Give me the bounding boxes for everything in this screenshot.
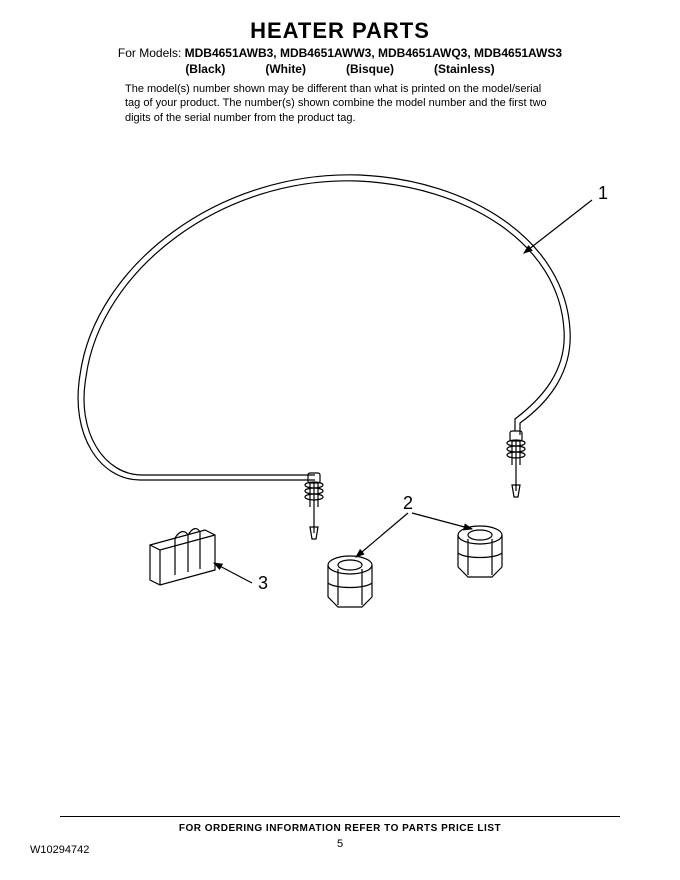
callout-3: 3 <box>258 573 268 594</box>
models-line: For Models: MDB4651AWB3, MDB4651AWW3, MD… <box>0 46 680 60</box>
header-note: The model(s) number shown may be differe… <box>125 82 555 125</box>
heater-bracket-icon <box>150 529 215 585</box>
heater-nut-right-icon <box>458 526 502 577</box>
page: HEATER PARTS For Models: MDB4651AWB3, MD… <box>0 0 680 880</box>
color-bisque: (Bisque) <box>346 62 394 76</box>
footer: FOR ORDERING INFORMATION REFER TO PARTS … <box>0 816 680 850</box>
footer-rule <box>60 816 620 817</box>
colors-row: (Black) (White) (Bisque) (Stainless) <box>0 62 680 76</box>
parts-diagram <box>0 135 680 695</box>
callout-2: 2 <box>403 493 413 514</box>
heater-nut-left-icon <box>328 556 372 607</box>
document-id: W10294742 <box>30 844 89 856</box>
page-title: HEATER PARTS <box>0 18 680 44</box>
footer-text: FOR ORDERING INFORMATION REFER TO PARTS … <box>0 823 680 834</box>
callout-1: 1 <box>598 183 608 204</box>
diagram-area: 1 2 3 <box>0 135 680 695</box>
color-stainless: (Stainless) <box>434 62 495 76</box>
heater-element-icon <box>78 175 570 539</box>
header-block: HEATER PARTS For Models: MDB4651AWB3, MD… <box>0 0 680 125</box>
color-black: (Black) <box>185 62 225 76</box>
models-label: For Models: <box>118 46 185 60</box>
color-white: (White) <box>265 62 306 76</box>
models-list: MDB4651AWB3, MDB4651AWW3, MDB4651AWQ3, M… <box>185 46 562 60</box>
page-number: 5 <box>0 838 680 850</box>
